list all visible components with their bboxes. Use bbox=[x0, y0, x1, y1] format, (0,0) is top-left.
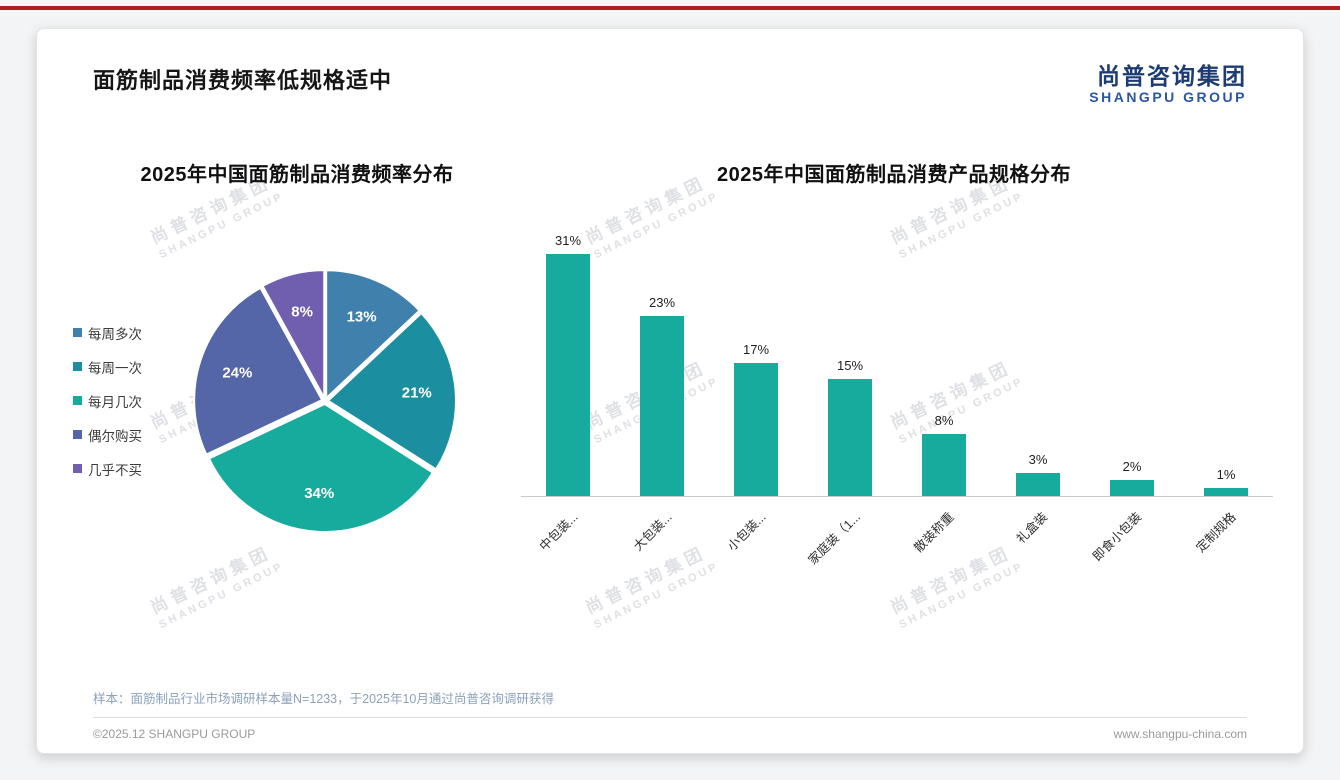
bar bbox=[1016, 472, 1060, 496]
bar-groups: 31% 23% 17% 15% 8% 3% 2% 1% bbox=[521, 231, 1267, 496]
bar-category-label: 小包装... bbox=[724, 509, 769, 554]
bar-category-cell: 礼盒装 bbox=[991, 497, 1085, 597]
legend-item: 每周一次 bbox=[73, 357, 173, 377]
bar bbox=[734, 362, 778, 496]
legend-item: 每周多次 bbox=[73, 323, 173, 343]
pie-value-label: 34% bbox=[304, 485, 334, 502]
pie-value-label: 13% bbox=[347, 308, 377, 325]
bar-category-label: 礼盒装 bbox=[1014, 509, 1051, 546]
legend-item: 每月几次 bbox=[73, 391, 173, 411]
bar-category-cell: 小包装... bbox=[709, 497, 803, 597]
pie-legend: 每周多次每周一次每月几次偶尔购买几乎不买 bbox=[73, 309, 173, 493]
bar-value-label: 23% bbox=[648, 294, 676, 310]
bar bbox=[1110, 479, 1154, 496]
top-accent-line bbox=[0, 6, 1340, 10]
bar-category-label: 定制规格 bbox=[1193, 509, 1239, 555]
footer-divider bbox=[93, 717, 1247, 718]
legend-label: 每月几次 bbox=[88, 394, 142, 410]
pie-value-label: 8% bbox=[291, 303, 313, 320]
copyright: ©2025.12 SHANGPU GROUP bbox=[93, 727, 256, 741]
bar bbox=[640, 315, 684, 496]
bar-group: 15% bbox=[803, 358, 897, 496]
bar-group: 3% bbox=[991, 452, 1085, 496]
bar bbox=[546, 253, 590, 496]
bar-value-label: 17% bbox=[742, 341, 770, 357]
bar-chart-title: 2025年中国面筋制品消费产品规格分布 bbox=[717, 163, 1071, 186]
website-link: www.shangpu-china.com bbox=[1113, 727, 1247, 741]
bar-category-label: 大包装... bbox=[630, 509, 675, 554]
legend-swatch-icon bbox=[73, 328, 82, 338]
legend-label: 几乎不买 bbox=[88, 462, 142, 478]
pie-value-label: 21% bbox=[402, 384, 432, 401]
bar-group: 2% bbox=[1085, 459, 1179, 496]
pie-chart-section: 2025年中国面筋制品消费频率分布 每周多次每周一次每月几次偶尔购买几乎不买 1… bbox=[73, 158, 521, 597]
legend-item: 偶尔购买 bbox=[73, 425, 173, 445]
pie-svg: 13% 21% 34% 24% 8% bbox=[193, 268, 457, 533]
bar-category-label: 中包装... bbox=[536, 509, 581, 554]
x-axis-line bbox=[521, 495, 1273, 497]
pie-slice-2 bbox=[207, 402, 435, 533]
legend-swatch-icon bbox=[73, 362, 82, 372]
charts-row: 2025年中国面筋制品消费频率分布 每周多次每周一次每月几次偶尔购买几乎不买 1… bbox=[37, 158, 1303, 597]
pie-slice-0 bbox=[325, 268, 421, 401]
pie-chart-title: 2025年中国面筋制品消费频率分布 bbox=[140, 163, 454, 186]
bar-group: 23% bbox=[615, 295, 709, 496]
legend-item: 几乎不买 bbox=[73, 459, 173, 479]
bar bbox=[922, 433, 966, 496]
bar-value-label: 3% bbox=[1028, 451, 1048, 467]
logo-name-cn: 尚普咨询集团 bbox=[1097, 63, 1247, 89]
bar-category-cell: 家庭装（1... bbox=[803, 497, 897, 597]
pie-slice-1 bbox=[326, 311, 457, 471]
bar-category-cell: 中包装... bbox=[521, 497, 615, 597]
legend-label: 每周一次 bbox=[88, 360, 142, 376]
page-title: 面筋制品消费频率低规格适中 bbox=[93, 68, 393, 93]
slide-footer: 样本：面筋制品行业市场调研样本量N=1233，于2025年10月通过尚普咨询调研… bbox=[37, 688, 1303, 741]
bar-plot: 31% 23% 17% 15% 8% 3% 2% 1% 中包装... 大包装... 小包装... 家… bbox=[521, 231, 1273, 597]
slide-card: 尚普咨询集团 SHANGPU GROUP 尚普咨询集团 SHANGPU GROUP 尚普… bbox=[36, 28, 1304, 754]
pie-value-label: 24% bbox=[222, 364, 252, 381]
bar-category-label: 家庭装（1... bbox=[805, 509, 863, 567]
bar-value-label: 31% bbox=[554, 232, 582, 248]
bar-category-cell: 散装称重 bbox=[897, 497, 991, 597]
pie-chart-body: 每周多次每周一次每月几次偶尔购买几乎不买 13% 21% 34% 24% 8% bbox=[73, 253, 521, 549]
logo-name-en: SHANGPU GROUP bbox=[1089, 89, 1247, 106]
bar-category-cell: 大包装... bbox=[615, 497, 709, 597]
pie-slice-3 bbox=[193, 286, 324, 456]
slide-header: 面筋制品消费频率低规格适中 尚普咨询集团 SHANGPU GROUP bbox=[37, 29, 1303, 106]
company-logo: 尚普咨询集团 SHANGPU GROUP bbox=[1089, 63, 1247, 106]
bar-group: 8% bbox=[897, 413, 991, 496]
bar-group: 31% bbox=[521, 233, 615, 496]
bar-value-label: 2% bbox=[1122, 458, 1142, 474]
bar-category-labels: 中包装... 大包装... 小包装... 家庭装（1... 散装称重 礼盒装 即食小包装 定制… bbox=[521, 497, 1267, 597]
bar-value-label: 1% bbox=[1216, 466, 1236, 482]
bar-category-cell: 定制规格 bbox=[1179, 497, 1273, 597]
bar-category-label: 散装称重 bbox=[911, 509, 957, 555]
legend-swatch-icon bbox=[73, 396, 82, 406]
bar bbox=[1204, 487, 1248, 496]
bar-value-label: 15% bbox=[836, 357, 864, 373]
bar-group: 17% bbox=[709, 342, 803, 496]
pie-slice-4 bbox=[261, 268, 326, 399]
legend-label: 每周多次 bbox=[88, 326, 142, 342]
sample-note: 样本：面筋制品行业市场调研样本量N=1233，于2025年10月通过尚普咨询调研… bbox=[93, 692, 554, 706]
bar-category-cell: 即食小包装 bbox=[1085, 497, 1179, 597]
bar-value-label: 8% bbox=[934, 412, 954, 428]
bar-chart-section: 2025年中国面筋制品消费产品规格分布 31% 23% 17% 15% 8% 3% 2% 1%… bbox=[521, 158, 1273, 597]
legend-swatch-icon bbox=[73, 430, 82, 440]
legend-swatch-icon bbox=[73, 464, 82, 474]
legend-label: 偶尔购买 bbox=[88, 428, 142, 444]
bar-category-label: 即食小包装 bbox=[1090, 509, 1145, 564]
bar-group: 1% bbox=[1179, 467, 1273, 496]
bar bbox=[828, 378, 872, 496]
